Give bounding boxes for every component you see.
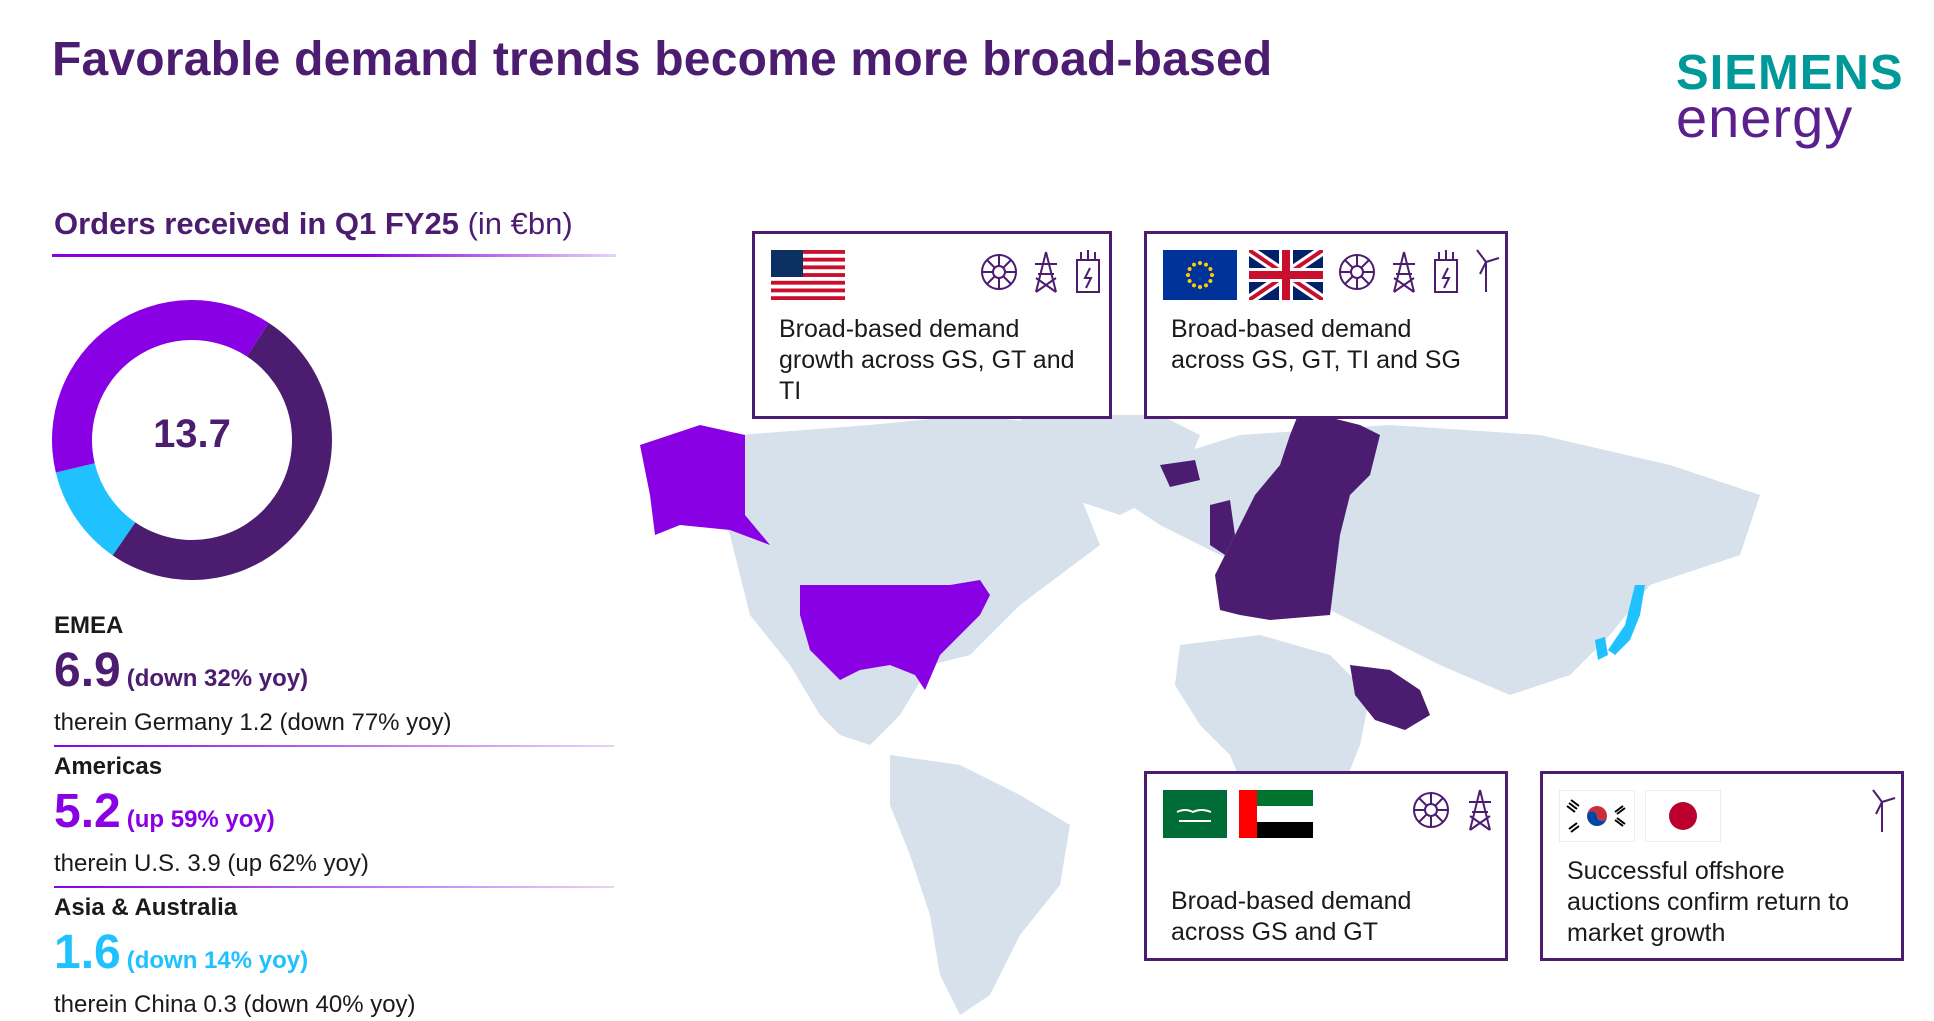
- map-north-america: [710, 415, 1110, 745]
- transformer-icon: [1076, 250, 1100, 293]
- region-asia-australia: Asia & Australia 1.6 (down 14% yoy) there…: [54, 894, 634, 1019]
- orders-heading-unit: (in €bn): [467, 206, 573, 241]
- map-usa: [800, 580, 990, 690]
- siemens-energy-logo: SIEMENS energy: [1676, 46, 1916, 149]
- map-south-korea: [1595, 637, 1608, 660]
- transmission-tower-icon: [1035, 251, 1057, 293]
- card-description: Broad-based demand across GS, GT, TI and…: [1171, 315, 1461, 374]
- south-korea-flag: [1559, 790, 1635, 842]
- wind-turbine-icon: [1476, 249, 1500, 292]
- gas-turbine-icon: [1339, 254, 1375, 290]
- card-middle-east: Broad-based demand across GS and GT: [1144, 771, 1508, 961]
- region-value: 1.6: [54, 926, 121, 979]
- transformer-icon: [1434, 250, 1458, 293]
- donut-slice-asia-australia: [55, 463, 136, 556]
- region-therein: therein China 0.3 (down 40% yoy): [54, 991, 416, 1018]
- orders-total: 13.7: [153, 412, 231, 456]
- region-change: (up 59% yoy): [126, 806, 275, 833]
- region-name: Americas: [54, 753, 163, 780]
- map-europe: [1215, 415, 1380, 620]
- region-americas: Americas 5.2 (up 59% yoy) therein U.S. 3.…: [54, 753, 634, 888]
- transmission-tower-icon: [1469, 789, 1491, 831]
- map-uk: [1210, 500, 1235, 555]
- region-divider: [54, 886, 614, 888]
- uk-flag: [1249, 250, 1323, 300]
- region-value: 6.9: [54, 644, 121, 697]
- map-saudi-arabia: [1350, 665, 1430, 730]
- map-south-america: [890, 755, 1070, 1015]
- region-name: EMEA: [54, 612, 124, 639]
- us-flag: [771, 250, 845, 300]
- card-description: Broad-based demand across GS and GT: [1171, 887, 1412, 946]
- page-title: Favorable demand trends become more broa…: [52, 33, 1273, 86]
- map-japan: [1608, 585, 1645, 655]
- map-iceland: [1160, 460, 1200, 487]
- card-description: Successful offshore auctions confirm ret…: [1567, 857, 1850, 947]
- eu-flag: [1163, 250, 1237, 300]
- donut-slice-americas: [52, 300, 269, 473]
- logo-wordmark-bottom: energy: [1676, 86, 1854, 149]
- wind-turbine-icon: [1872, 789, 1896, 832]
- gas-turbine-icon: [1413, 792, 1449, 828]
- card-europe: Broad-based demand across GS, GT, TI and…: [1144, 231, 1508, 419]
- map-alaska: [640, 425, 770, 545]
- orders-donut-chart: [52, 300, 332, 580]
- region-therein: therein Germany 1.2 (down 77% yoy): [54, 709, 452, 736]
- logo-wordmark-top: SIEMENS: [1676, 46, 1904, 100]
- world-map: [640, 415, 1760, 1015]
- orders-heading: Orders received in Q1 FY25 (in €bn): [54, 206, 573, 242]
- gas-turbine-icon: [981, 254, 1017, 290]
- card-united-states: Broad-based demand growth across GS, GT …: [752, 231, 1112, 419]
- region-therein: therein U.S. 3.9 (up 62% yoy): [54, 850, 369, 877]
- region-change: (down 32% yoy): [126, 665, 309, 692]
- transmission-tower-icon: [1393, 251, 1415, 293]
- donut-slice-emea: [112, 322, 332, 580]
- region-emea: EMEA 6.9 (down 32% yoy) therein Germany 1…: [54, 612, 634, 747]
- uae-flag: [1239, 790, 1313, 838]
- saudi-arabia-flag: [1163, 790, 1227, 838]
- card-description: Broad-based demand growth across GS, GT …: [779, 315, 1075, 405]
- region-change: (down 14% yoy): [126, 947, 309, 974]
- region-name: Asia & Australia: [54, 894, 238, 921]
- card-asia: Successful offshore auctions confirm ret…: [1540, 771, 1904, 961]
- region-divider: [54, 745, 614, 747]
- orders-heading-label: Orders received in Q1 FY25: [54, 206, 459, 241]
- region-value: 5.2: [54, 785, 121, 838]
- orders-divider: [52, 254, 616, 257]
- japan-flag: [1645, 790, 1721, 842]
